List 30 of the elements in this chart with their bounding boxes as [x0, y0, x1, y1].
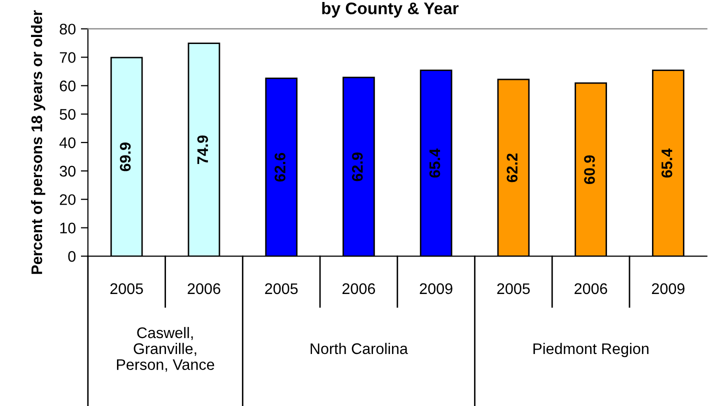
text: North Carolina	[310, 342, 408, 354]
x-tick-label: 2006	[574, 283, 608, 294]
y-tick-label: 30	[60, 166, 76, 177]
data-label: 65.4	[661, 148, 672, 178]
x-tick-label: 2009	[652, 283, 684, 294]
x-tick-label: 2005	[265, 283, 298, 294]
y-tick-label: 50	[60, 108, 76, 120]
y-tick-label: 40	[59, 137, 76, 148]
x-tick-label: 2005	[497, 283, 530, 294]
x-tick-label: 2006	[188, 283, 220, 294]
x-tick-label: 2005	[110, 283, 143, 294]
data-label: 62.6	[274, 152, 286, 182]
y-tick-label: 60	[60, 80, 76, 92]
data-label: 65.4	[429, 148, 440, 178]
x-tick-label: 2009	[420, 283, 452, 294]
y-tick-label: 80	[60, 24, 76, 35]
y-tick-label: 0	[68, 251, 76, 262]
y-tick-label: 20	[60, 194, 76, 206]
y-axis-title: Percent of persons 18 years or older	[30, 10, 46, 274]
data-label: 69.9	[120, 142, 131, 172]
data-label: 60.9	[584, 155, 595, 184]
chart-title: by County & Year	[322, 2, 459, 18]
data-label: 62.9	[352, 152, 363, 182]
y-tick-label: 70	[60, 52, 76, 63]
x-tick-label: 2006	[342, 283, 376, 294]
text: Piedmont Region	[533, 342, 648, 358]
data-label: 62.2	[506, 154, 518, 182]
text: Caswell, Granville, Person, Vance	[116, 326, 214, 372]
y-tick-label: 10	[60, 222, 76, 234]
data-label: 74.9	[197, 135, 208, 164]
